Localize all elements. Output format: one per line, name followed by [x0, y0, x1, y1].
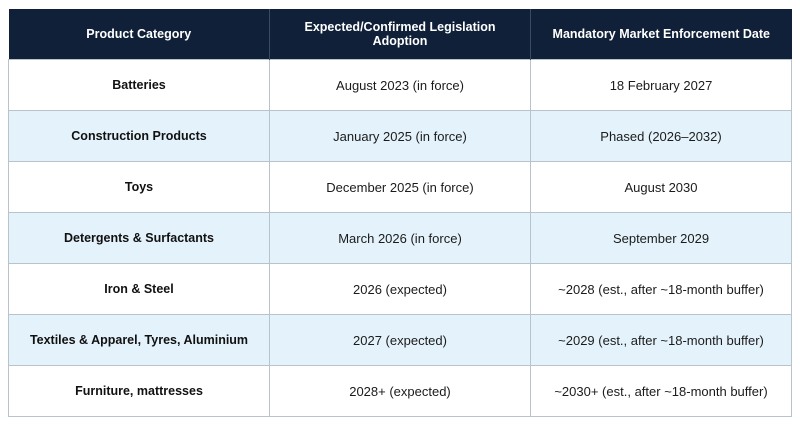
- header-product-category: Product Category: [8, 9, 270, 60]
- adoption-cell: August 2023 (in force): [269, 59, 531, 111]
- table-row: Construction Products January 2025 (in f…: [8, 110, 792, 162]
- legislation-table: Product Category Expected/Confirmed Legi…: [8, 9, 792, 417]
- enforcement-cell: ~2029 (est., after ~18-month buffer): [530, 314, 792, 366]
- header-legislation-adoption: Expected/Confirmed Legislation Adoption: [269, 9, 531, 60]
- enforcement-cell: Phased (2026–2032): [530, 110, 792, 162]
- enforcement-cell: 18 February 2027: [530, 59, 792, 111]
- category-cell: Toys: [8, 161, 270, 213]
- adoption-cell: March 2026 (in force): [269, 212, 531, 264]
- table-row: Toys December 2025 (in force) August 203…: [8, 161, 792, 213]
- adoption-cell: 2028+ (expected): [269, 365, 531, 417]
- category-cell: Detergents & Surfactants: [8, 212, 270, 264]
- enforcement-cell: September 2029: [530, 212, 792, 264]
- category-cell: Textiles & Apparel, Tyres, Aluminium: [8, 314, 270, 366]
- table-body: Batteries August 2023 (in force) 18 Febr…: [8, 59, 792, 417]
- category-cell: Construction Products: [8, 110, 270, 162]
- adoption-cell: January 2025 (in force): [269, 110, 531, 162]
- enforcement-cell: ~2028 (est., after ~18-month buffer): [530, 263, 792, 315]
- adoption-cell: December 2025 (in force): [269, 161, 531, 213]
- table-row: Detergents & Surfactants March 2026 (in …: [8, 212, 792, 264]
- header-row: Product Category Expected/Confirmed Legi…: [8, 9, 792, 60]
- category-cell: Furniture, mattresses: [8, 365, 270, 417]
- table-row: Textiles & Apparel, Tyres, Aluminium 202…: [8, 314, 792, 366]
- enforcement-cell: ~2030+ (est., after ~18-month buffer): [530, 365, 792, 417]
- category-cell: Batteries: [8, 59, 270, 111]
- header-enforcement-date: Mandatory Market Enforcement Date: [530, 9, 792, 60]
- adoption-cell: 2026 (expected): [269, 263, 531, 315]
- table-row: Furniture, mattresses 2028+ (expected) ~…: [8, 365, 792, 417]
- enforcement-cell: August 2030: [530, 161, 792, 213]
- category-cell: Iron & Steel: [8, 263, 270, 315]
- table-header: Product Category Expected/Confirmed Legi…: [8, 9, 792, 60]
- adoption-cell: 2027 (expected): [269, 314, 531, 366]
- table-row: Batteries August 2023 (in force) 18 Febr…: [8, 59, 792, 111]
- table-row: Iron & Steel 2026 (expected) ~2028 (est.…: [8, 263, 792, 315]
